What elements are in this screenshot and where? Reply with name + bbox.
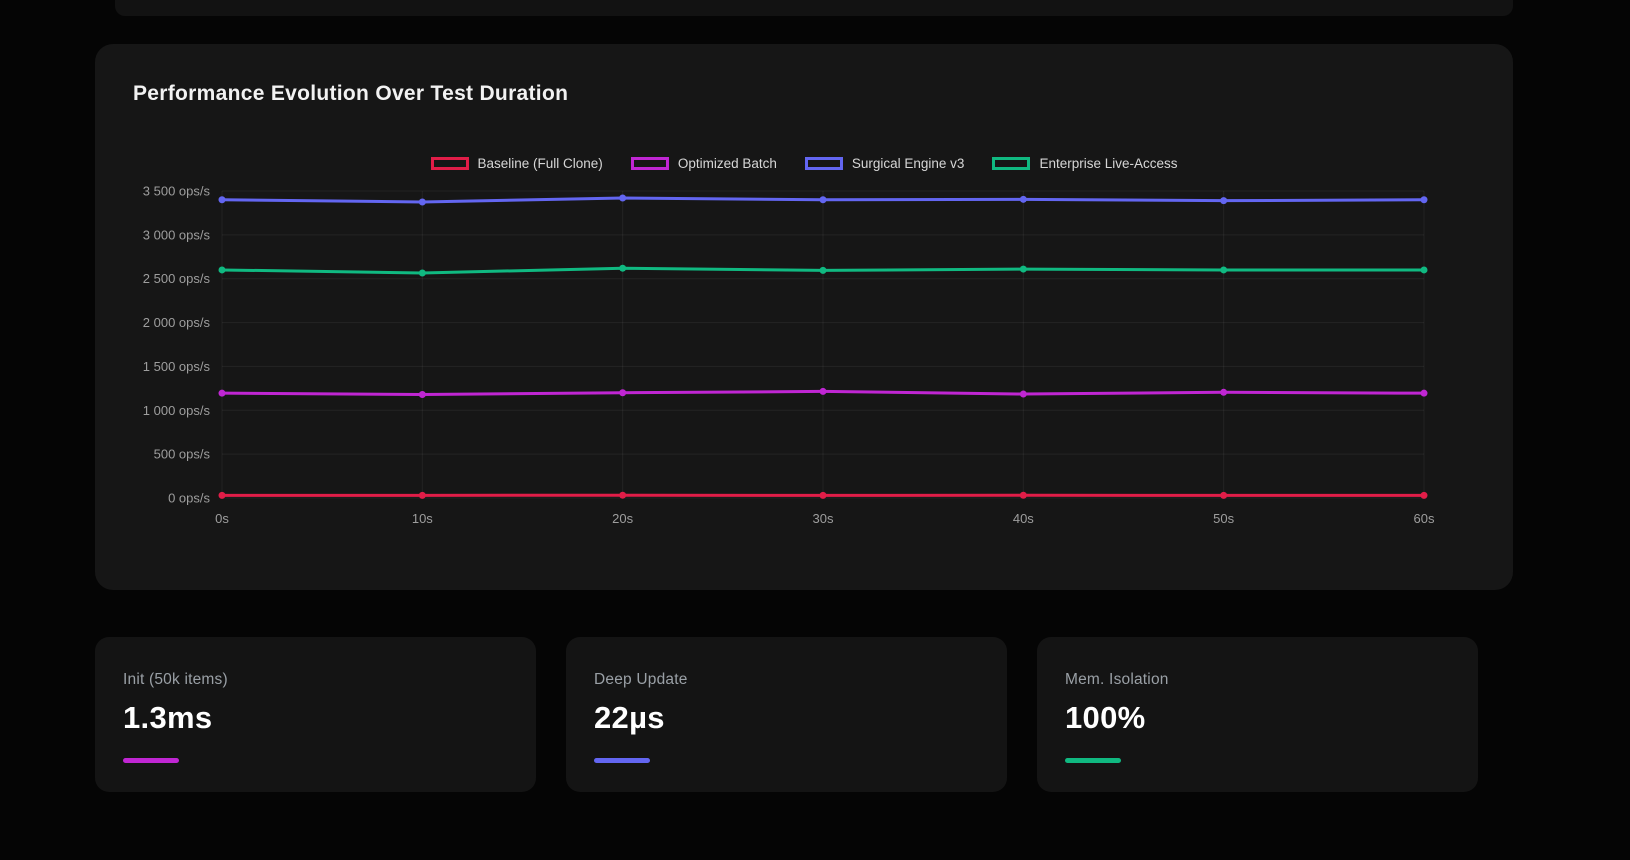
legend-item-surgical-engine[interactable]: Surgical Engine v3 — [804, 155, 965, 171]
line-chart-canvas: 0 ops/s 500 ops/s 1 000 ops/s 1 500 ops/s 2 … — [143, 184, 1435, 527]
legend-label-enterprise-live-access: Enterprise Live-Access — [1039, 155, 1178, 171]
legend-item-optimized-batch[interactable]: Optimized Batch — [630, 155, 777, 171]
svg-text:500 ops/s: 500 ops/s — [154, 447, 211, 462]
performance-chart-card: Performance Evolution Over Test Duration… — [95, 44, 1513, 590]
chart-plot-area: 0 ops/s 500 ops/s 1 000 ops/s 1 500 ops/s 2 … — [133, 178, 1475, 535]
svg-text:1 500 ops/s: 1 500 ops/s — [143, 359, 211, 374]
previous-card-bottom-edge — [115, 0, 1513, 16]
svg-text:3 000 ops/s: 3 000 ops/s — [143, 227, 211, 242]
stat-value: 22µs — [594, 700, 665, 735]
stat-card-deep-update: Deep Update 22µs — [566, 637, 1007, 792]
legend-swatch-surgical-engine — [804, 156, 843, 170]
chart-legend: Baseline (Full Clone) Optimized Batch Su… — [133, 154, 1475, 172]
svg-text:60s: 60s — [1414, 511, 1435, 526]
legend-label-baseline: Baseline (Full Clone) — [477, 155, 603, 171]
legend-swatch-enterprise-live-access — [992, 156, 1031, 170]
svg-text:2 500 ops/s: 2 500 ops/s — [143, 271, 211, 286]
stat-label: Deep Update — [594, 671, 688, 688]
svg-text:30s: 30s — [813, 511, 834, 526]
stat-card-mem-isolation: Mem. Isolation 100% — [1037, 637, 1478, 792]
svg-text:0s: 0s — [215, 511, 229, 526]
stat-value: 100% — [1065, 700, 1146, 735]
svg-text:3 500 ops/s: 3 500 ops/s — [143, 184, 211, 199]
svg-text:2 000 ops/s: 2 000 ops/s — [143, 315, 211, 330]
svg-text:1 000 ops/s: 1 000 ops/s — [143, 403, 211, 418]
svg-text:0 ops/s: 0 ops/s — [168, 491, 210, 506]
legend-swatch-optimized-batch — [630, 156, 669, 170]
chart-title: Performance Evolution Over Test Duration — [133, 82, 569, 105]
stat-label: Mem. Isolation — [1065, 671, 1169, 688]
stat-value: 1.3ms — [123, 700, 213, 735]
svg-text:40s: 40s — [1013, 511, 1034, 526]
stat-card-init: Init (50k items) 1.3ms — [95, 637, 536, 792]
svg-text:50s: 50s — [1213, 511, 1234, 526]
svg-text:10s: 10s — [412, 511, 433, 526]
stat-label: Init (50k items) — [123, 671, 228, 688]
legend-item-baseline[interactable]: Baseline (Full Clone) — [430, 155, 603, 171]
svg-text:20s: 20s — [612, 511, 633, 526]
legend-swatch-baseline — [430, 156, 469, 170]
stat-accent-bar — [1065, 758, 1121, 763]
stat-accent-bar — [594, 758, 650, 763]
stats-row: Init (50k items) 1.3ms Deep Update 22µs … — [95, 637, 1478, 792]
legend-item-enterprise-live-access[interactable]: Enterprise Live-Access — [992, 155, 1178, 171]
stat-accent-bar — [123, 758, 179, 763]
legend-label-surgical-engine: Surgical Engine v3 — [851, 155, 965, 171]
legend-label-optimized-batch: Optimized Batch — [677, 155, 777, 171]
